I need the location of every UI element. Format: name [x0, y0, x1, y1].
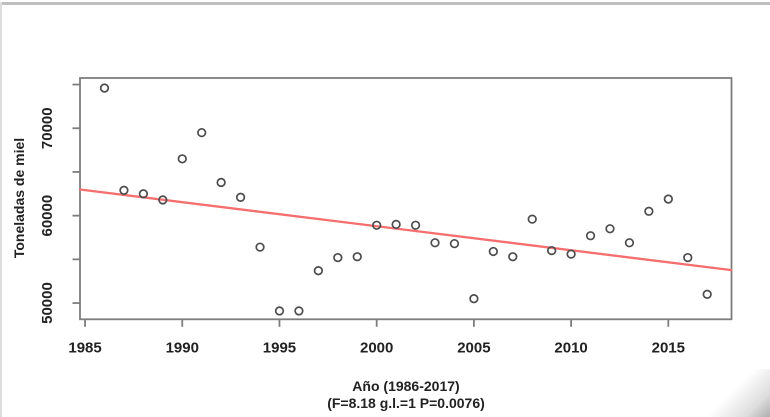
- window-left-edge: [0, 2, 2, 417]
- data-point: [119, 185, 129, 195]
- data-point: [683, 252, 693, 263]
- data-point: [177, 154, 187, 164]
- data-point: [449, 238, 460, 249]
- regression-line: [78, 188, 733, 272]
- data-point: [430, 238, 440, 248]
- x-axis-tick-label: 2015: [652, 339, 685, 356]
- data-point: [197, 127, 207, 138]
- data-point: [216, 177, 226, 188]
- data-point: [585, 231, 596, 241]
- x-axis-tick-label: 1990: [166, 339, 199, 356]
- page-corner-shadow: [708, 369, 770, 417]
- data-point: [274, 306, 285, 316]
- y-axis-title: Toneladas de miel: [11, 138, 27, 258]
- data-point: [138, 189, 149, 199]
- data-point: [469, 294, 479, 304]
- data-point: [527, 214, 537, 224]
- data-point: [99, 83, 110, 93]
- plot-generated-layer: 1985 1990 1995 2000 2005 2010 2015 50000 60000 70…: [39, 77, 733, 356]
- data-point: [508, 252, 518, 262]
- x-axis-title: Año (1986-2017): [352, 378, 459, 394]
- data-point: [352, 252, 362, 262]
- data-point: [624, 238, 635, 248]
- data-point: [372, 220, 382, 230]
- x-axis-tick-label: 2000: [360, 339, 393, 356]
- y-axis-tick-label: 70000: [39, 107, 56, 149]
- data-point: [410, 220, 421, 230]
- plot-frame: [79, 77, 733, 321]
- x-axis-tick-label: 1985: [68, 339, 101, 356]
- window-top-edge: [0, 2, 770, 5]
- y-axis-tick-label: 60000: [39, 195, 56, 237]
- data-point: [391, 219, 401, 230]
- data-point: [644, 206, 654, 216]
- data-point: [488, 246, 498, 257]
- y-axis-tick-label: 50000: [39, 282, 56, 324]
- data-point: [702, 289, 712, 299]
- x-axis-tick-label: 2005: [457, 339, 490, 356]
- x-axis-tick-label: 1995: [263, 339, 296, 356]
- data-point: [547, 245, 557, 256]
- data-point: [663, 194, 673, 204]
- x-axis-stats-annotation: (F=8.18 g.l.=1 P=0.0076): [327, 395, 485, 411]
- data-point: [158, 195, 168, 205]
- x-axis-tick-label: 2010: [554, 339, 587, 356]
- data-point: [235, 192, 246, 202]
- data-point: [605, 224, 615, 234]
- data-point: [313, 266, 324, 276]
- data-point: [566, 249, 576, 259]
- data-point: [333, 252, 343, 263]
- data-point: [255, 242, 265, 252]
- data-point: [294, 306, 304, 316]
